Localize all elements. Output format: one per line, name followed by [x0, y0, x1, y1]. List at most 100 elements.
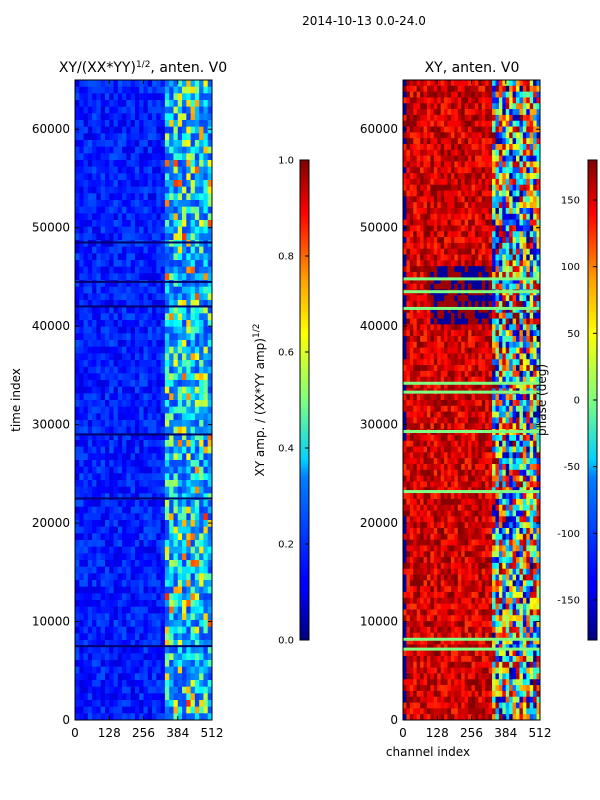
right-heatmap-cell [512, 190, 517, 197]
right-heatmap-cell [406, 347, 411, 354]
left-heatmap-cell [126, 373, 132, 381]
left-heatmap-cell [134, 500, 140, 508]
right-heatmap-cell [478, 138, 483, 145]
left-heatmap-cell [139, 460, 144, 468]
left-heatmap-cell [182, 346, 187, 354]
right-heatmap-cell [502, 318, 507, 325]
left-heatmap-cell [147, 673, 153, 681]
right-heatmap-cell [430, 138, 435, 145]
left-heatmap-cell [87, 180, 93, 188]
left-heatmap-cell [117, 166, 123, 174]
right-heatmap-cell [450, 231, 455, 238]
right-heatmap-cell [447, 266, 452, 273]
left-heatmap-cell [139, 373, 144, 381]
left-heatmap-cell [182, 513, 187, 521]
left-heatmap-cell [100, 133, 106, 141]
right-heatmap-cell [495, 248, 500, 255]
left-heatmap-cell [160, 113, 166, 121]
left-heatmap-cell [104, 173, 110, 181]
left-heatmap-cell [203, 486, 209, 494]
left-heatmap-cell [203, 526, 209, 534]
right-heatmap-cell [529, 312, 534, 319]
left-heatmap-cell [152, 393, 157, 401]
left-heatmap-cell [92, 473, 97, 481]
left-heatmap-cell [117, 253, 123, 261]
right-heatmap-cell [440, 173, 445, 180]
left-heatmap-cell [139, 480, 144, 488]
left-heatmap-cell [182, 633, 187, 641]
right-heatmap-cell [433, 231, 438, 238]
left-heatmap-cell [83, 86, 89, 94]
left-heatmap-cell [152, 420, 157, 428]
right-heatmap-cell [461, 91, 466, 98]
left-heatmap-cell [160, 353, 166, 361]
left-heatmap-cell [79, 480, 84, 488]
left-heatmap-cell [203, 660, 209, 668]
left-heatmap-cell [83, 586, 89, 594]
left-heatmap-cell [79, 386, 84, 394]
left-heatmap-cell [190, 226, 196, 234]
right-heatmap-cell [423, 295, 428, 302]
right-heatmap-cell [454, 242, 459, 250]
right-heatmap-cell [485, 306, 490, 314]
left-heatmap-cell [96, 513, 102, 521]
left-heatmap-cell [126, 260, 132, 268]
right-heatmap-cell [464, 341, 469, 349]
left-heatmap-cell [87, 400, 93, 408]
left-heatmap-cell [186, 246, 191, 254]
left-heatmap-cell [75, 600, 80, 608]
left-heatmap-cell [152, 640, 157, 648]
left-heatmap-cell [186, 160, 191, 168]
right-heatmap-cell [485, 132, 490, 139]
right-heatmap-cell [423, 161, 428, 168]
left-heatmap-cell [122, 713, 127, 721]
left-heatmap-cell [143, 126, 149, 134]
right-heatmap-cell [430, 190, 435, 197]
left-heatmap-cell [182, 106, 187, 114]
right-heatmap-cell [416, 225, 421, 232]
left-heatmap-cell [190, 93, 196, 101]
right-heatmap-cell [447, 336, 452, 343]
left-heatmap-cell [186, 266, 191, 274]
right-heatmap-cell [509, 178, 513, 186]
left-heatmap-cell [79, 666, 84, 674]
left-heatmap-cell [134, 200, 140, 208]
left-heatmap-cell [164, 520, 170, 528]
right-heatmap-cell [440, 225, 445, 232]
left-heatmap-cell [113, 186, 119, 194]
left-heatmap-cell [190, 366, 196, 374]
left-heatmap-cell [199, 620, 204, 628]
right-heatmap-cell [447, 225, 452, 232]
left-heatmap-cell [190, 173, 196, 181]
right-heatmap-cell [457, 80, 462, 87]
left-heatmap-cell [92, 253, 97, 261]
right-heatmap-cell [495, 242, 500, 250]
left-heatmap-cell [160, 640, 166, 648]
left-heatmap-cell [186, 340, 191, 348]
left-heatmap-cell [207, 586, 213, 594]
left-heatmap-cell [164, 246, 170, 254]
right-heatmap-cell [409, 260, 414, 267]
left-heatmap-cell [130, 646, 136, 654]
left-heatmap-cell [83, 666, 89, 674]
left-heatmap-cell [199, 93, 204, 101]
left-heatmap-cell [194, 200, 200, 208]
right-heatmap-cell [522, 85, 527, 93]
left-heatmap-cell [122, 453, 127, 461]
right-heatmap-cell [409, 167, 414, 174]
right-heatmap-cell [406, 242, 411, 250]
left-heatmap-cell [190, 506, 196, 514]
left-heatmap-cell [194, 560, 200, 568]
right-heatmap-cell [474, 202, 479, 209]
left-heatmap-cell [186, 446, 191, 454]
left-heatmap-cell [147, 226, 153, 234]
right-heatmap-cell [468, 161, 472, 168]
left-heatmap-cell [134, 666, 140, 674]
right-heatmap-cell [478, 312, 483, 319]
left-heatmap-cell [134, 560, 140, 568]
right-heatmap-cell [426, 91, 431, 98]
figure-suptitle: 2014-10-13 0.0-24.0 [302, 14, 426, 28]
right-heatmap-cell [512, 341, 517, 349]
left-heatmap-cell [109, 433, 114, 441]
left-heatmap-cell [160, 280, 166, 288]
